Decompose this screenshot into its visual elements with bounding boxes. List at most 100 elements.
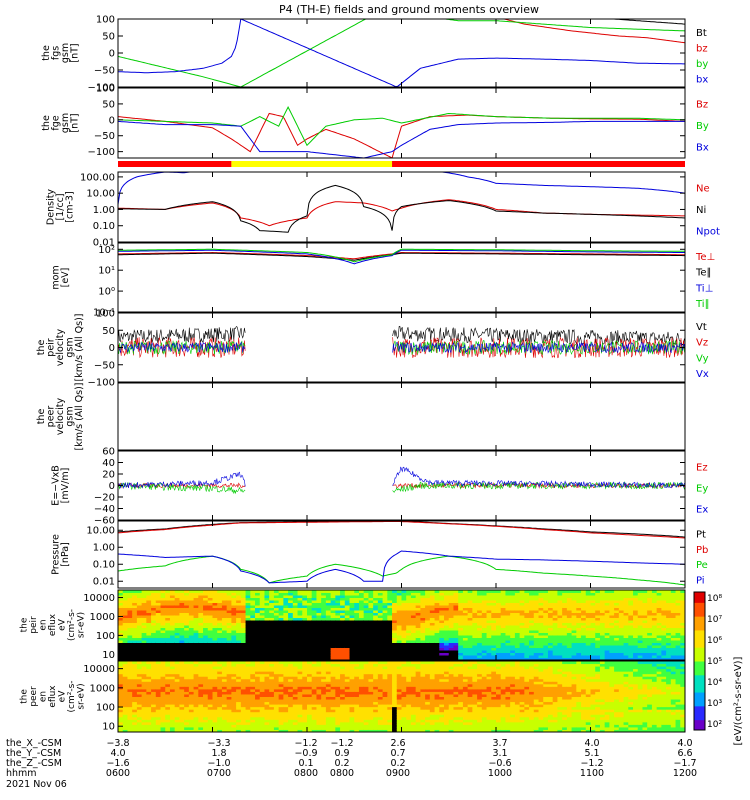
spec-cell [462, 627, 469, 631]
spec-cell [240, 711, 247, 715]
spec-cell [217, 647, 223, 651]
spec-cell [637, 600, 643, 603]
spec-cell [387, 627, 393, 631]
spec-cell [425, 627, 431, 631]
spec-cell [609, 632, 615, 636]
spec-cell [193, 729, 199, 733]
spec-cell [557, 637, 563, 641]
spec-cell [429, 650, 436, 653]
spec-cell [354, 595, 360, 598]
spec-cell [642, 630, 648, 633]
spec-cell [165, 630, 171, 633]
spec-cell [344, 595, 351, 598]
spec-cell [585, 647, 591, 651]
spec-cell [325, 704, 332, 708]
spec-cell [590, 645, 596, 648]
spec-cell [387, 630, 393, 633]
spec-cell [297, 678, 303, 682]
spec-cell [462, 655, 469, 658]
spec-cell [599, 655, 606, 658]
spec-cell [273, 688, 280, 692]
spec-cell [557, 625, 563, 628]
spec-cell [264, 666, 270, 670]
spec-cell [439, 642, 445, 646]
spec-cell [273, 592, 280, 596]
spec-cell [368, 610, 374, 613]
spec-cell [599, 607, 606, 611]
spec-cell [259, 711, 265, 715]
spec-cell [566, 600, 573, 603]
spec-cell [283, 681, 289, 685]
spec-cell [155, 620, 162, 623]
spec-cell [188, 676, 195, 680]
spec-cell [240, 640, 247, 643]
spec-cell [392, 632, 398, 636]
spec-cell [448, 655, 454, 658]
spec-cell [514, 655, 521, 658]
spec-cell [637, 630, 643, 633]
spec-cell [122, 607, 128, 611]
series-line-Ti∥ [118, 248, 685, 263]
spec-cell [231, 726, 237, 730]
spec-cell [174, 602, 180, 606]
spec-cell [552, 637, 558, 641]
spec-cell [207, 709, 213, 713]
spec-cell [207, 640, 213, 643]
spec-cell [155, 716, 162, 720]
spec-cell [160, 673, 166, 677]
y-tick-label: 10⁰ [98, 287, 115, 298]
spec-cell [122, 597, 128, 601]
y-tick-label: 50 [102, 32, 115, 43]
series-line-Te⊥ [118, 251, 685, 260]
spec-cell [221, 721, 228, 725]
spec-cell [136, 620, 143, 623]
spec-cell [543, 650, 549, 653]
spec-cell [491, 632, 497, 636]
spec-cell [165, 676, 171, 680]
spec-cell [151, 627, 157, 631]
spec-cell [250, 615, 256, 618]
spec-cell [637, 622, 643, 626]
spec-cell [198, 637, 204, 641]
spec-cell [146, 630, 152, 633]
spec-cell [146, 657, 152, 661]
spec-cell [302, 699, 308, 703]
spec-cell [278, 625, 284, 628]
spec-cell [250, 678, 256, 682]
spec-cell [633, 657, 639, 661]
spec-cell [207, 678, 213, 682]
spec-cell [642, 622, 648, 626]
spec-cell [434, 627, 440, 631]
spec-cell [240, 661, 247, 665]
spec-cell [311, 668, 317, 672]
spec-cell [288, 642, 294, 646]
spec-cell [174, 600, 180, 603]
spec-cell [311, 661, 317, 665]
spec-cell [680, 635, 686, 638]
spec-cell [212, 635, 218, 638]
spec-cell [184, 597, 190, 601]
spec-cell [278, 721, 284, 725]
spec-cell [486, 632, 492, 636]
spec-cell [302, 600, 308, 603]
spec-cell [675, 590, 681, 593]
spec-cell [571, 635, 577, 638]
spec-cell [146, 605, 152, 608]
spec-cell [212, 724, 218, 728]
spec-cell [467, 607, 473, 611]
spec-cell [231, 627, 237, 631]
spec-cell [264, 655, 270, 658]
spec-cell [207, 622, 213, 626]
spec-cell [321, 688, 327, 692]
spec-cell [212, 607, 218, 611]
spec-cell [151, 642, 157, 646]
spec-cell [439, 595, 445, 598]
spec-cell [604, 617, 610, 621]
spec-cell [207, 600, 213, 603]
spec-cell [311, 590, 317, 593]
spec-cell [335, 645, 341, 648]
spec-cell [666, 635, 672, 638]
spec-cell [118, 627, 124, 631]
spec-cell [250, 686, 256, 690]
